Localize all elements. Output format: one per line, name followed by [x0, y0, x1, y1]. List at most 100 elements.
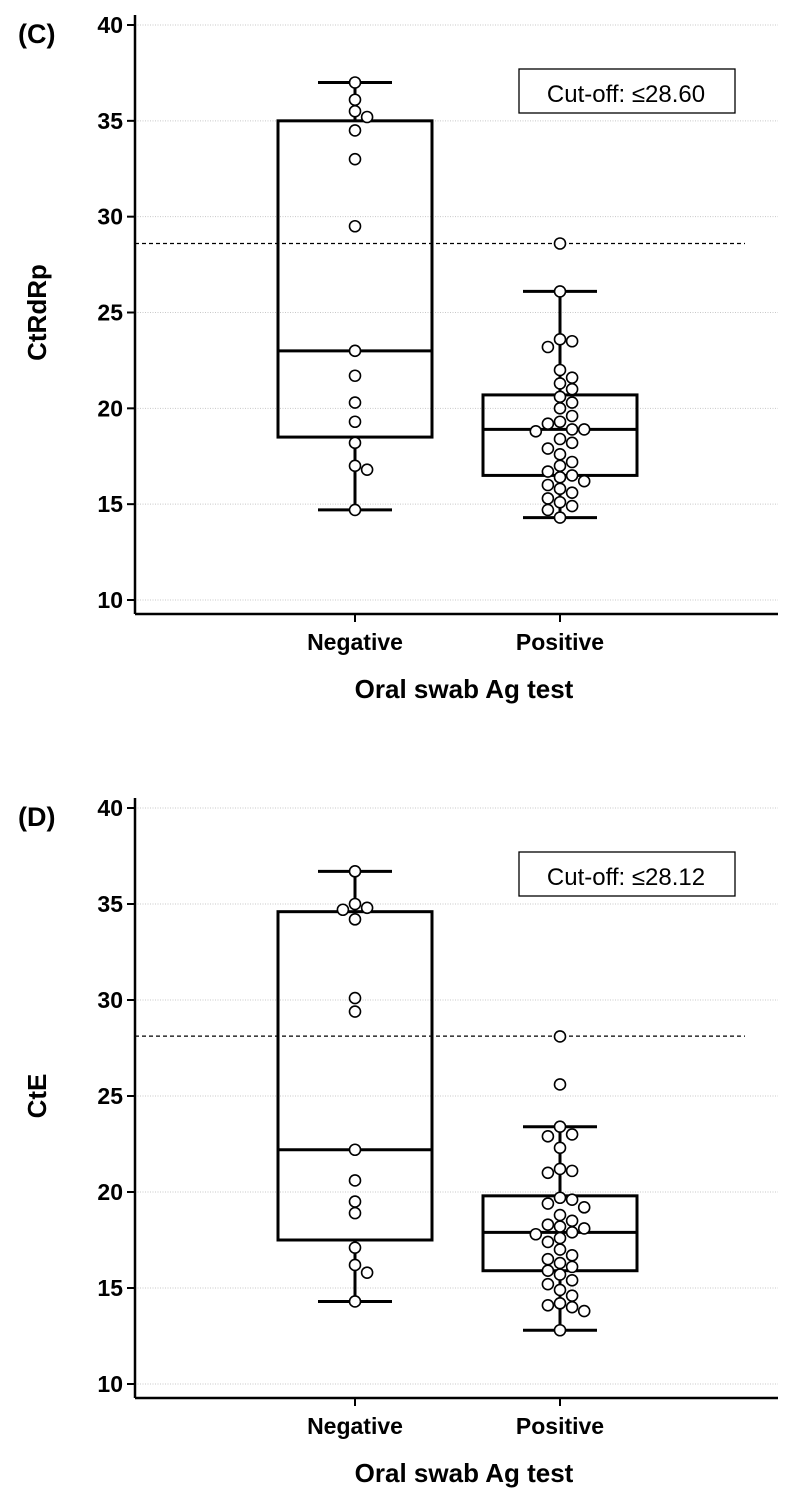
data-point [553, 1141, 567, 1155]
chart-panel-1: 10 15 20 25 30 35 40 Negative Positive Oral swab … [18, 795, 778, 1488]
data-point [553, 1268, 567, 1281]
box-negative [276, 869, 434, 1303]
cutoff-label-frame [518, 851, 736, 897]
data-point [348, 369, 362, 383]
y-tick-label: 40 [97, 795, 123, 821]
data-point [565, 469, 579, 482]
data-point [541, 1166, 555, 1180]
data-point [553, 1323, 567, 1337]
data-point [360, 1266, 374, 1279]
panel-label: (D) [18, 802, 55, 832]
data-point [565, 371, 579, 384]
data-point [565, 382, 579, 396]
data-point [565, 486, 579, 499]
data-point [553, 237, 567, 250]
data-point [541, 1130, 555, 1143]
data-point [541, 503, 555, 517]
data-point [541, 1197, 555, 1210]
data-point [360, 110, 374, 124]
x-axis-title: Oral swab Ag test [355, 1458, 574, 1488]
data-point [565, 1164, 579, 1178]
data-point [541, 442, 555, 455]
data-point [553, 1120, 567, 1134]
y-tick-label: 10 [97, 1371, 123, 1397]
y-axis-title: CtRdRp [22, 264, 52, 361]
data-point [348, 1295, 362, 1308]
category-label-negative: Negative [307, 1413, 403, 1439]
data-point [565, 1289, 579, 1302]
data-point [553, 495, 567, 509]
data-point [348, 503, 362, 517]
data-point [348, 1005, 362, 1018]
data-point [348, 219, 362, 233]
y-tick-label: 15 [97, 1275, 123, 1301]
data-point [553, 1208, 567, 1222]
data-point [541, 465, 555, 478]
data-point [565, 1226, 579, 1239]
data-point [565, 1128, 579, 1141]
data-point [553, 1078, 567, 1091]
data-point [348, 1174, 362, 1187]
panel-label: (C) [18, 19, 55, 49]
data-point [565, 409, 579, 423]
data-point [565, 436, 579, 450]
data-point [348, 1195, 362, 1208]
data-point [348, 76, 362, 89]
data-point [348, 913, 362, 926]
points-negative [336, 865, 374, 1308]
data-point [541, 492, 555, 505]
data-point [565, 499, 579, 513]
cutoff-label-frame [518, 68, 736, 114]
data-point [565, 1260, 579, 1274]
data-point [541, 417, 555, 430]
y-tick-label: 15 [97, 491, 123, 517]
data-point [348, 344, 362, 358]
data-point [565, 1300, 579, 1314]
data-point [553, 482, 567, 496]
data-point [348, 152, 362, 166]
iqr-box [276, 910, 434, 1242]
data-point [553, 471, 567, 484]
data-point [529, 425, 543, 438]
data-point [348, 1258, 362, 1272]
cutoff-label: Cut-off: ≤28.60 [547, 81, 705, 108]
data-point [541, 1264, 555, 1278]
data-point [577, 1304, 591, 1318]
y-tick-label: 25 [97, 1083, 123, 1109]
data-point [565, 334, 579, 348]
y-tick-label: 35 [97, 891, 123, 917]
iqr-box [276, 119, 434, 439]
data-point [553, 1297, 567, 1310]
category-label-negative: Negative [307, 629, 403, 655]
data-point [541, 1218, 555, 1231]
data-point [541, 340, 555, 354]
data-point [565, 423, 579, 436]
data-point [553, 1162, 567, 1176]
category-label-positive: Positive [516, 1413, 604, 1439]
data-point [348, 104, 362, 118]
data-point [360, 463, 374, 476]
data-point [553, 1220, 567, 1233]
data-point [553, 1243, 567, 1256]
data-point [541, 1277, 555, 1291]
data-point [348, 459, 362, 473]
data-point [577, 423, 591, 436]
data-point [348, 1241, 362, 1254]
data-point [577, 1222, 591, 1235]
data-point [553, 402, 567, 415]
data-point [577, 474, 591, 488]
y-tick-label: 30 [97, 204, 123, 230]
data-point [336, 903, 350, 917]
y-tick-label: 20 [97, 395, 123, 421]
points-positive [529, 1030, 591, 1337]
data-point [553, 448, 567, 461]
data-point [565, 1193, 579, 1206]
y-tick-label: 25 [97, 300, 123, 326]
data-point [348, 1206, 362, 1220]
data-point [541, 478, 555, 492]
data-point [553, 390, 567, 404]
data-point [348, 1143, 362, 1157]
data-point [348, 436, 362, 450]
y-tick-label: 40 [97, 12, 123, 38]
data-point [541, 1252, 555, 1266]
